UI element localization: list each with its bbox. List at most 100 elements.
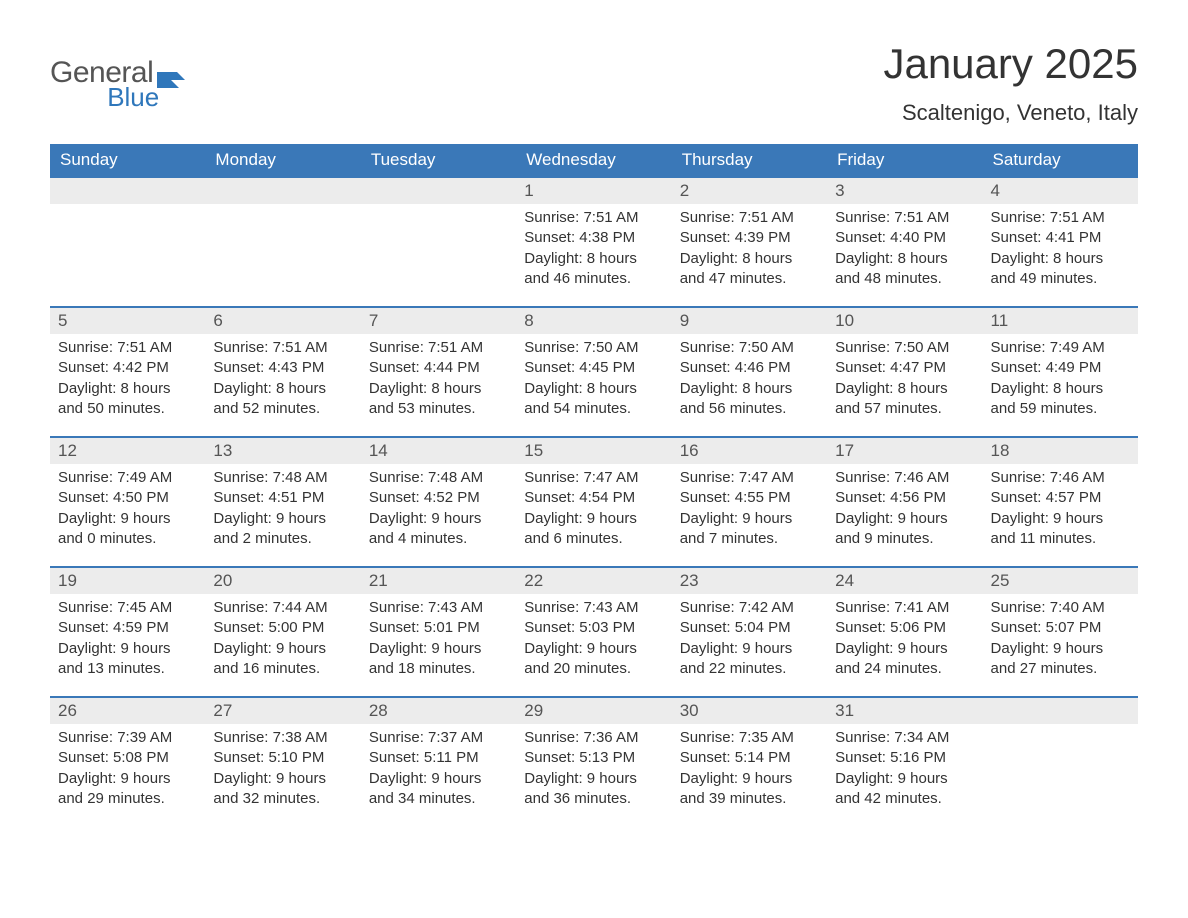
sunrise-line: Sunrise: 7:47 AM <box>680 468 819 488</box>
daylight-line: Daylight: 8 hours and 49 minutes. <box>991 249 1130 290</box>
daylight-line: Daylight: 8 hours and 59 minutes. <box>991 379 1130 420</box>
calendar-cell: 30Sunrise: 7:35 AMSunset: 5:14 PMDayligh… <box>672 696 827 826</box>
day-number: 19 <box>50 566 205 594</box>
sunset-line: Sunset: 4:41 PM <box>991 228 1130 248</box>
calendar-body: 1Sunrise: 7:51 AMSunset: 4:38 PMDaylight… <box>50 176 1138 826</box>
daylight-line: Daylight: 8 hours and 52 minutes. <box>213 379 352 420</box>
daylight-line: Daylight: 9 hours and 32 minutes. <box>213 769 352 810</box>
sunset-line: Sunset: 5:06 PM <box>835 618 974 638</box>
day-details: Sunrise: 7:36 AMSunset: 5:13 PMDaylight:… <box>516 724 671 817</box>
sunrise-line: Sunrise: 7:49 AM <box>991 338 1130 358</box>
sunrise-line: Sunrise: 7:46 AM <box>991 468 1130 488</box>
calendar-cell: 13Sunrise: 7:48 AMSunset: 4:51 PMDayligh… <box>205 436 360 566</box>
calendar-cell: 1Sunrise: 7:51 AMSunset: 4:38 PMDaylight… <box>516 176 671 306</box>
sunset-line: Sunset: 5:04 PM <box>680 618 819 638</box>
calendar-cell: 31 Sunrise: 7:34 AMSunset: 5:16 PMDayligh… <box>827 696 982 826</box>
sunset-line: Sunset: 4:49 PM <box>991 358 1130 378</box>
day-number <box>361 176 516 204</box>
calendar-cell: 4Sunrise: 7:51 AMSunset: 4:41 PMDaylight… <box>983 176 1138 306</box>
day-details: Sunrise: 7:47 AMSunset: 4:55 PMDaylight:… <box>672 464 827 557</box>
location: Scaltenigo, Veneto, Italy <box>883 100 1138 126</box>
calendar-row: 19Sunrise: 7:45 AMSunset: 4:59 PMDayligh… <box>50 566 1138 696</box>
day-number: 14 <box>361 436 516 464</box>
calendar-cell: 25Sunrise: 7:40 AMSunset: 5:07 PMDayligh… <box>983 566 1138 696</box>
calendar-cell: 22Sunrise: 7:43 AMSunset: 5:03 PMDayligh… <box>516 566 671 696</box>
calendar-cell: 6Sunrise: 7:51 AMSunset: 4:43 PMDaylight… <box>205 306 360 436</box>
daylight-line: Daylight: 9 hours and 20 minutes. <box>524 639 663 680</box>
day-details: Sunrise: 7:49 AMSunset: 4:49 PMDaylight:… <box>983 334 1138 427</box>
day-number: 8 <box>516 306 671 334</box>
daylight-line: Daylight: 8 hours and 57 minutes. <box>835 379 974 420</box>
calendar-row: 5Sunrise: 7:51 AMSunset: 4:42 PMDaylight… <box>50 306 1138 436</box>
calendar-cell: 9Sunrise: 7:50 AMSunset: 4:46 PMDaylight… <box>672 306 827 436</box>
day-number: 20 <box>205 566 360 594</box>
sunrise-line: Sunrise: 7:51 AM <box>680 208 819 228</box>
sunrise-line: Sunrise: 7:48 AM <box>213 468 352 488</box>
calendar-cell: 11Sunrise: 7:49 AMSunset: 4:49 PMDayligh… <box>983 306 1138 436</box>
day-details: Sunrise: 7:42 AMSunset: 5:04 PMDaylight:… <box>672 594 827 687</box>
sunset-line: Sunset: 4:39 PM <box>680 228 819 248</box>
day-details: Sunrise: 7:51 AMSunset: 4:38 PMDaylight:… <box>516 204 671 297</box>
day-details: Sunrise: 7:43 AMSunset: 5:03 PMDaylight:… <box>516 594 671 687</box>
calendar-table: SundayMondayTuesdayWednesdayThursdayFrid… <box>50 144 1138 826</box>
sunrise-line: Sunrise: 7:51 AM <box>835 208 974 228</box>
weekday-header: Sunday <box>50 144 205 176</box>
sunset-line: Sunset: 5:10 PM <box>213 748 352 768</box>
calendar-cell: 5Sunrise: 7:51 AMSunset: 4:42 PMDaylight… <box>50 306 205 436</box>
calendar-cell: 28Sunrise: 7:37 AMSunset: 5:11 PMDayligh… <box>361 696 516 826</box>
logo: General Blue <box>50 40 185 108</box>
sunrise-line: Sunrise: 7:34 AM <box>835 728 974 748</box>
day-details: Sunrise: 7:39 AMSunset: 5:08 PMDaylight:… <box>50 724 205 817</box>
day-number: 18 <box>983 436 1138 464</box>
sunset-line: Sunset: 5:01 PM <box>369 618 508 638</box>
day-number: 31 <box>827 696 982 724</box>
calendar-cell: 14Sunrise: 7:48 AMSunset: 4:52 PMDayligh… <box>361 436 516 566</box>
day-details: Sunrise: 7:37 AMSunset: 5:11 PMDaylight:… <box>361 724 516 817</box>
day-details: Sunrise: 7:35 AMSunset: 5:14 PMDaylight:… <box>672 724 827 817</box>
day-number <box>983 696 1138 724</box>
daylight-line: Daylight: 9 hours and 11 minutes. <box>991 509 1130 550</box>
day-details: Sunrise: 7:47 AMSunset: 4:54 PMDaylight:… <box>516 464 671 557</box>
sunset-line: Sunset: 4:56 PM <box>835 488 974 508</box>
sunrise-line: Sunrise: 7:39 AM <box>58 728 197 748</box>
sunrise-line: Sunrise: 7:49 AM <box>58 468 197 488</box>
calendar-cell: 24Sunrise: 7:41 AMSunset: 5:06 PMDayligh… <box>827 566 982 696</box>
day-number: 10 <box>827 306 982 334</box>
calendar-cell: 18 Sunrise: 7:46 AMSunset: 4:57 PMDayligh… <box>983 436 1138 566</box>
calendar-cell: 21Sunrise: 7:43 AMSunset: 5:01 PMDayligh… <box>361 566 516 696</box>
daylight-line: Daylight: 9 hours and 18 minutes. <box>369 639 508 680</box>
day-details: Sunrise: 7:44 AMSunset: 5:00 PMDaylight:… <box>205 594 360 687</box>
sunset-line: Sunset: 4:40 PM <box>835 228 974 248</box>
daylight-line: Daylight: 9 hours and 42 minutes. <box>835 769 974 810</box>
day-number: 28 <box>361 696 516 724</box>
sunset-line: Sunset: 4:57 PM <box>991 488 1130 508</box>
sunset-line: Sunset: 4:54 PM <box>524 488 663 508</box>
day-number: 30 <box>672 696 827 724</box>
title-block: January 2025 Scaltenigo, Veneto, Italy <box>883 40 1138 126</box>
weekday-header: Saturday <box>983 144 1138 176</box>
calendar-cell: 29Sunrise: 7:36 AMSunset: 5:13 PMDayligh… <box>516 696 671 826</box>
sunset-line: Sunset: 4:59 PM <box>58 618 197 638</box>
sunset-line: Sunset: 4:43 PM <box>213 358 352 378</box>
day-details: Sunrise: 7:51 AMSunset: 4:39 PMDaylight:… <box>672 204 827 297</box>
calendar-cell: 12Sunrise: 7:49 AMSunset: 4:50 PMDayligh… <box>50 436 205 566</box>
daylight-line: Daylight: 9 hours and 2 minutes. <box>213 509 352 550</box>
day-details: Sunrise: 7:49 AMSunset: 4:50 PMDaylight:… <box>50 464 205 557</box>
sunrise-line: Sunrise: 7:51 AM <box>369 338 508 358</box>
day-number: 27 <box>205 696 360 724</box>
sunset-line: Sunset: 5:03 PM <box>524 618 663 638</box>
sunrise-line: Sunrise: 7:37 AM <box>369 728 508 748</box>
sunset-line: Sunset: 5:16 PM <box>835 748 974 768</box>
day-number: 22 <box>516 566 671 594</box>
header: General Blue January 2025 Scaltenigo, Ve… <box>50 40 1138 126</box>
sunset-line: Sunset: 4:42 PM <box>58 358 197 378</box>
day-number: 4 <box>983 176 1138 204</box>
day-number: 9 <box>672 306 827 334</box>
day-number: 29 <box>516 696 671 724</box>
daylight-line: Daylight: 9 hours and 36 minutes. <box>524 769 663 810</box>
calendar-cell: 3Sunrise: 7:51 AMSunset: 4:40 PMDaylight… <box>827 176 982 306</box>
sunrise-line: Sunrise: 7:50 AM <box>680 338 819 358</box>
day-details: Sunrise: 7:45 AMSunset: 4:59 PMDaylight:… <box>50 594 205 687</box>
daylight-line: Daylight: 9 hours and 34 minutes. <box>369 769 508 810</box>
calendar-cell <box>205 176 360 306</box>
